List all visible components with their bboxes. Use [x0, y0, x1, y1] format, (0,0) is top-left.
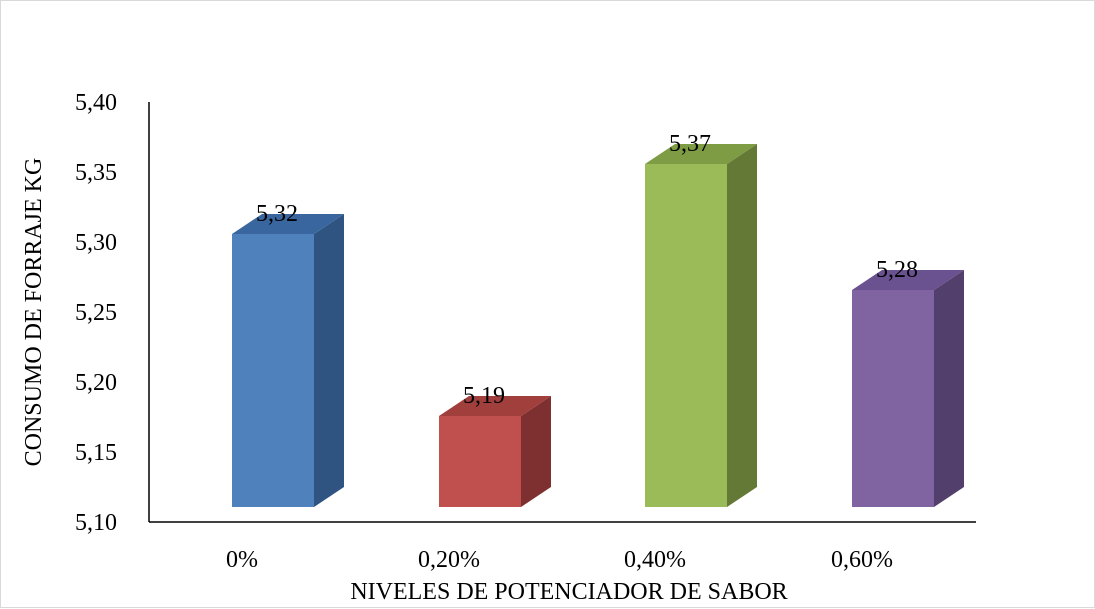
- bar-front-face: [232, 234, 314, 507]
- data-labels: 5,32 5,19 5,37 5,28: [256, 131, 918, 409]
- bar: [439, 396, 551, 507]
- data-label: 5,19: [463, 383, 505, 409]
- y-tick-label: 5,10: [75, 510, 117, 536]
- y-tick-label: 5,30: [75, 230, 117, 256]
- y-tick-label: 5,35: [75, 160, 117, 186]
- bar: [232, 214, 344, 507]
- bar-top-face: [645, 144, 757, 164]
- bar-side-face: [314, 214, 344, 507]
- axes: [148, 102, 976, 523]
- bar-front-face: [439, 416, 521, 507]
- bar-top-face: [439, 396, 551, 416]
- bar-side-face: [727, 144, 757, 507]
- bar-side-face: [934, 270, 964, 507]
- x-tick-label: 0,60%: [831, 547, 893, 573]
- bar-side-face: [521, 396, 551, 507]
- bars: [232, 144, 964, 507]
- x-tick-label: 0,40%: [624, 547, 686, 573]
- y-tick-labels: 5,10 5,15 5,20 5,25 5,30 5,35 5,40: [75, 90, 117, 536]
- y-tick-label: 5,20: [75, 370, 117, 396]
- data-label: 5,37: [669, 131, 711, 157]
- x-tick-label: 0%: [226, 547, 258, 573]
- bar-front-face: [645, 164, 727, 507]
- y-tick-label: 5,40: [75, 90, 117, 116]
- data-label: 5,28: [876, 257, 918, 283]
- x-tick-label: 0,20%: [418, 547, 480, 573]
- y-axis-title: CONSUMO DE FORRAJE KG: [21, 158, 47, 467]
- x-tick-labels: 0% 0,20% 0,40% 0,60%: [226, 547, 893, 573]
- y-tick-label: 5,15: [75, 440, 117, 466]
- data-label: 5,32: [256, 201, 298, 227]
- bar: [852, 270, 964, 507]
- bar-top-face: [232, 214, 344, 234]
- y-tick-label: 5,25: [75, 300, 117, 326]
- bar: [645, 144, 757, 507]
- bar-top-face: [852, 270, 964, 290]
- bar-front-face: [852, 290, 934, 507]
- x-axis-title: NIVELES DE POTENCIADOR DE SABOR: [350, 579, 787, 605]
